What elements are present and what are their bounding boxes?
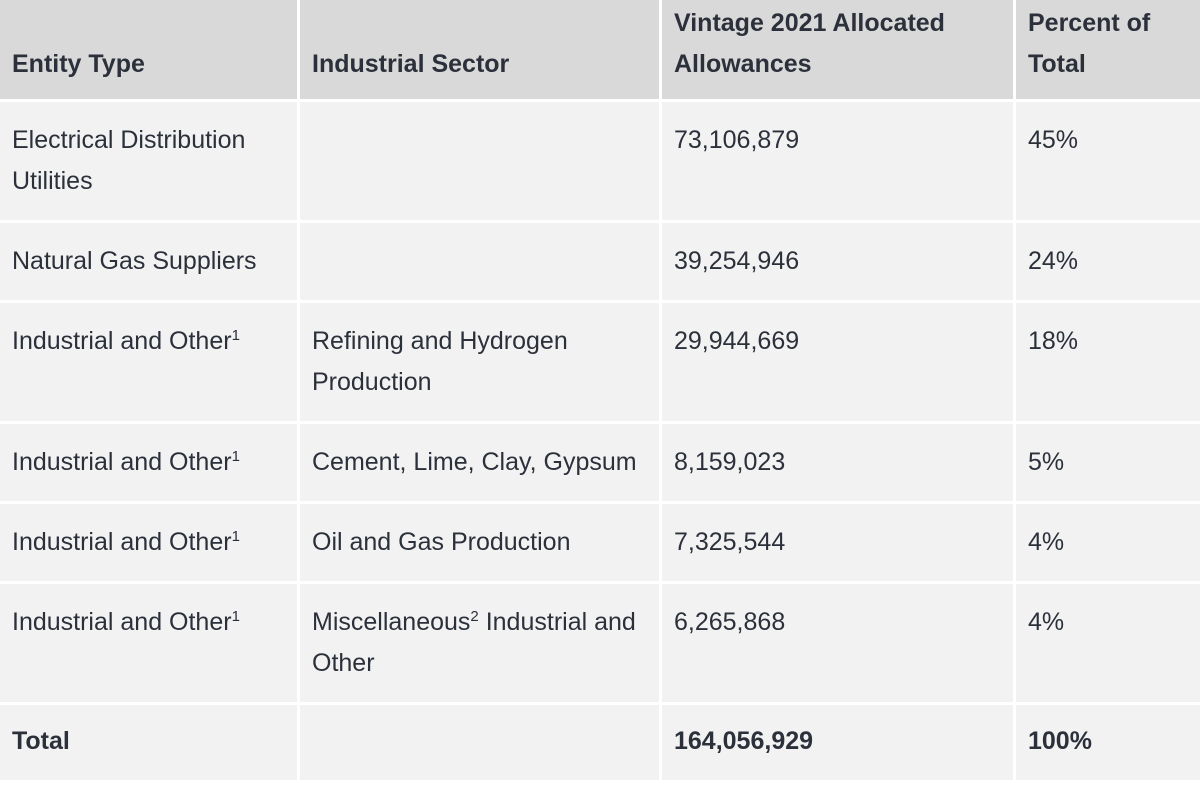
- sector-cell: Refining and Hydrogen Production: [300, 303, 659, 421]
- footnote-marker: 1: [231, 608, 240, 625]
- entity-text: Industrial and Other: [12, 327, 232, 355]
- entity-text: Industrial and Other: [12, 608, 232, 636]
- percent-cell: 4%: [1016, 584, 1200, 702]
- allowances-cell: 39,254,946: [662, 223, 1013, 300]
- footnote-marker: 2: [470, 608, 479, 625]
- total-allowances: 164,056,929: [662, 705, 1013, 780]
- table-row: Natural Gas Suppliers 39,254,946 24%: [0, 223, 1200, 300]
- percent-cell: 18%: [1016, 303, 1200, 421]
- sector-cell: Cement, Lime, Clay, Gypsum: [300, 424, 659, 501]
- total-label: Total: [0, 705, 297, 780]
- allowances-cell: 7,325,544: [662, 504, 1013, 581]
- table-row: Industrial and Other1 Cement, Lime, Clay…: [0, 424, 1200, 501]
- sector-cell: Miscellaneous2 Industrial and Other: [300, 584, 659, 702]
- allowances-cell: 29,944,669: [662, 303, 1013, 421]
- table-total-row: Total 164,056,929 100%: [0, 705, 1200, 780]
- entity-cell: Electrical Distribution Utilities: [0, 102, 297, 220]
- footnote-marker: 1: [231, 327, 240, 344]
- total-sector-cell: [300, 705, 659, 780]
- entity-cell: Industrial and Other1: [0, 424, 297, 501]
- percent-cell: 4%: [1016, 504, 1200, 581]
- table-row: Industrial and Other1 Oil and Gas Produc…: [0, 504, 1200, 581]
- table-row: Industrial and Other1 Refining and Hydro…: [0, 303, 1200, 421]
- entity-text: Industrial and Other: [12, 528, 232, 556]
- percent-cell: 45%: [1016, 102, 1200, 220]
- table-row: Industrial and Other1 Miscellaneous2 Ind…: [0, 584, 1200, 702]
- sector-text-rest: Industrial and Other: [312, 608, 636, 677]
- percent-cell: 5%: [1016, 424, 1200, 501]
- header-allocated-allowances: Vintage 2021 Allocated Allowances: [662, 0, 1013, 99]
- allowances-cell: 8,159,023: [662, 424, 1013, 501]
- entity-text: Industrial and Other: [12, 448, 232, 476]
- percent-cell: 24%: [1016, 223, 1200, 300]
- allowances-cell: 6,265,868: [662, 584, 1013, 702]
- sector-cell: [300, 102, 659, 220]
- footnote-marker: 1: [231, 448, 240, 465]
- header-entity-type: Entity Type: [0, 0, 297, 99]
- allowances-cell: 73,106,879: [662, 102, 1013, 220]
- sector-cell: [300, 223, 659, 300]
- table-row: Electrical Distribution Utilities 73,106…: [0, 102, 1200, 220]
- entity-text: Natural Gas Suppliers: [12, 247, 257, 275]
- sector-cell: Oil and Gas Production: [300, 504, 659, 581]
- entity-cell: Industrial and Other1: [0, 303, 297, 421]
- entity-cell: Industrial and Other1: [0, 504, 297, 581]
- entity-cell: Industrial and Other1: [0, 584, 297, 702]
- total-percent: 100%: [1016, 705, 1200, 780]
- header-industrial-sector: Industrial Sector: [300, 0, 659, 99]
- entity-text: Electrical Distribution Utilities: [12, 126, 246, 195]
- footnote-marker: 1: [231, 528, 240, 545]
- allowance-allocation-table: Entity Type Industrial Sector Vintage 20…: [0, 0, 1200, 780]
- entity-cell: Natural Gas Suppliers: [0, 223, 297, 300]
- header-percent-of-total: Percent of Total: [1016, 0, 1200, 99]
- table-header-row: Entity Type Industrial Sector Vintage 20…: [0, 0, 1200, 99]
- sector-text: Miscellaneous: [312, 608, 471, 636]
